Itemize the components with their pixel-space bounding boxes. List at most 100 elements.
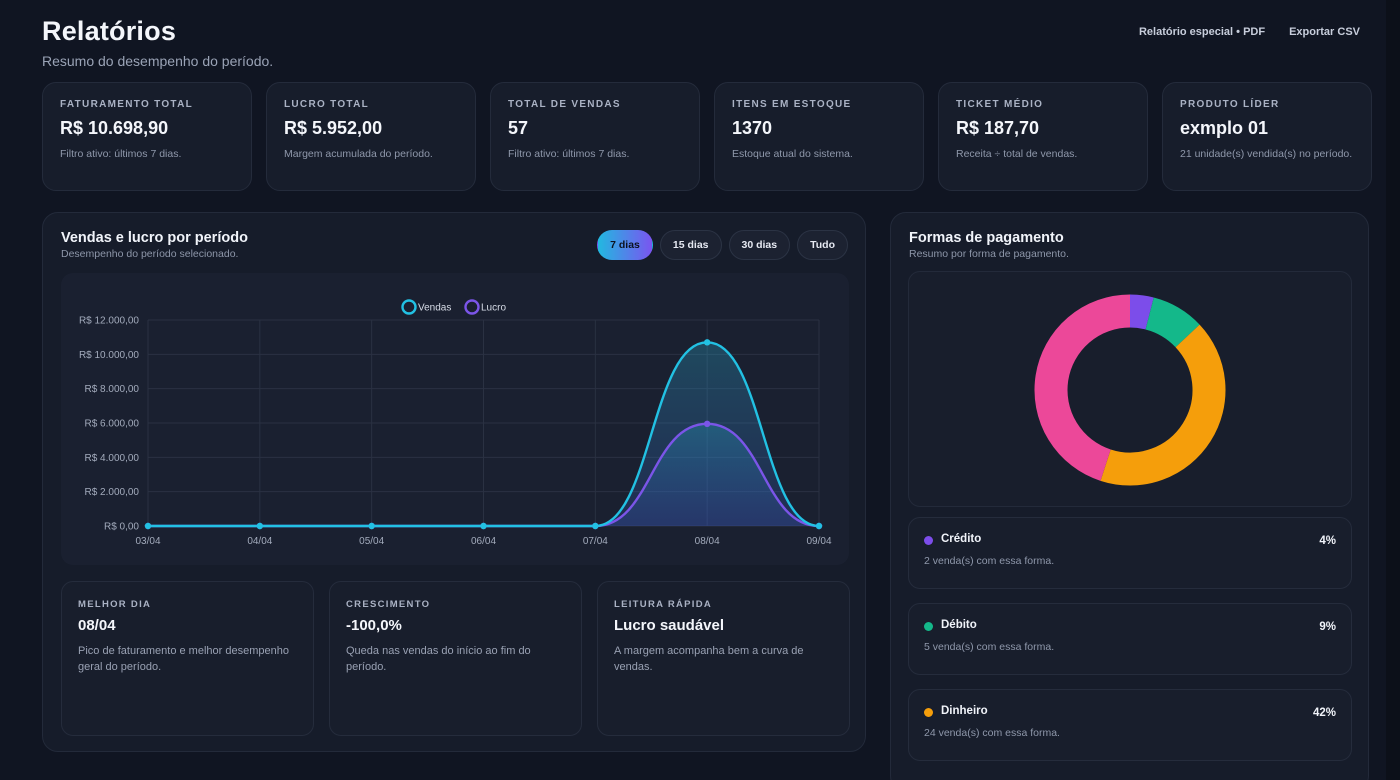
insight-note: Pico de faturamento e melhor desempenho … (78, 645, 289, 673)
data-point-vendas (256, 522, 264, 530)
data-point-lucro (703, 420, 711, 428)
stat-card-avg-ticket: TICKET MÉDIO R$ 187,70 Receita ÷ total d… (938, 82, 1148, 191)
stat-note: 21 unidade(s) vendida(s) no período. (1180, 148, 1353, 160)
x-tick-label: 05/04 (359, 536, 384, 547)
payment-note: 2 venda(s) com essa forma. (924, 555, 1055, 567)
x-tick-label: 04/04 (247, 536, 272, 547)
donut-slice-crédito (1129, 294, 1154, 330)
data-point-vendas (703, 339, 711, 346)
data-point-vendas (480, 522, 487, 530)
stat-value: 1370 (732, 118, 773, 138)
range-7-days-button[interactable]: 7 dias (597, 230, 653, 260)
sales-chart: R$ 0,00 R$ 2.000,00 R$ 4.000,00 R$ 6.000,00… (61, 273, 849, 565)
panel-subtitle: Desempenho do período selecionado. (61, 248, 239, 260)
y-tick-label: R$ 10.000,00 (79, 350, 139, 361)
payment-percent: 4% (1319, 535, 1336, 547)
legend-label: Lucro (481, 303, 506, 314)
window-edge (1386, 0, 1400, 780)
page-title: Relatórios (42, 16, 177, 46)
stat-note: Margem acumulada do período. (284, 148, 433, 160)
range-30-days-button[interactable]: 30 dias (728, 230, 791, 260)
sales-profit-panel: Vendas e lucro por período Desempenho do… (42, 212, 866, 752)
payment-item-debito: Débito 9% 5 venda(s) com essa forma. (908, 603, 1352, 675)
payment-percent: 42% (1312, 707, 1336, 719)
stat-label: PRODUTO LÍDER (1180, 99, 1280, 110)
stat-card-revenue: FATURAMENTO TOTAL R$ 10.698,90 Filtro at… (42, 82, 252, 191)
insight-cards: MELHOR DIA 08/04 Pico de faturamento e m… (61, 581, 850, 736)
stat-label: TOTAL DE VENDAS (508, 99, 621, 110)
insight-note: Queda nas vendas do início ao fim do per… (346, 645, 531, 673)
stat-label: TICKET MÉDIO (956, 99, 1044, 110)
payment-name: Crédito (941, 533, 982, 545)
donut-slice-dinheiro (1100, 324, 1226, 486)
stat-card-sales-count: TOTAL DE VENDAS 57 Filtro ativo: últimos… (490, 82, 700, 191)
payment-note: 24 venda(s) com essa forma. (924, 727, 1060, 739)
stat-card-top-product: PRODUTO LÍDER exmplo 01 21 unidade(s) ve… (1162, 82, 1372, 191)
stat-value: 57 (508, 118, 529, 138)
data-point-vendas (592, 522, 599, 530)
range-selector: 7 dias 15 dias 30 dias Tudo (597, 230, 848, 260)
payment-donut-svg (1034, 294, 1226, 486)
legend-marker (401, 299, 417, 315)
legend-dot (924, 622, 933, 631)
panel-title: Formas de pagamento (909, 230, 1064, 246)
payment-name: Débito (941, 619, 977, 631)
payment-list: Crédito 4% 2 venda(s) com essa forma. Dé… (908, 517, 1352, 775)
insight-value: -100,0% (346, 617, 402, 634)
export-csv-button[interactable]: Exportar CSV (1289, 26, 1360, 38)
page-subtitle: Resumo do desempenho do período. (42, 53, 274, 69)
x-tick-label: 07/04 (583, 536, 608, 547)
range-all-button[interactable]: Tudo (797, 230, 848, 260)
insight-best-day: MELHOR DIA 08/04 Pico de faturamento e m… (61, 581, 314, 736)
payment-name: Dinheiro (941, 705, 988, 717)
y-tick-label: R$ 12.000,00 (79, 316, 139, 327)
legend-dot (924, 708, 933, 717)
payment-donut-chart (908, 271, 1352, 507)
panel-title: Vendas e lucro por período (61, 230, 248, 246)
x-tick-label: 03/04 (135, 536, 160, 547)
insight-label: MELHOR DIA (78, 599, 152, 610)
stat-value: R$ 5.952,00 (284, 118, 383, 138)
header-actions: Relatório especial • PDF Exportar CSV (1139, 24, 1360, 40)
stat-label: LUCRO TOTAL (284, 99, 370, 110)
stat-value: R$ 187,70 (956, 118, 1040, 138)
stat-note: Filtro ativo: últimos 7 dias. (60, 148, 182, 160)
donut-slice-outro (1034, 294, 1131, 481)
y-tick-label: R$ 8.000,00 (85, 384, 140, 395)
y-tick-label: R$ 0,00 (104, 522, 139, 533)
stat-label: ITENS EM ESTOQUE (732, 99, 852, 110)
range-15-days-button[interactable]: 15 dias (659, 230, 722, 260)
legend-marker (464, 299, 480, 315)
x-tick-label: 08/04 (695, 536, 720, 547)
y-tick-label: R$ 2.000,00 (85, 487, 140, 498)
sales-chart-svg: R$ 0,00 R$ 2.000,00 R$ 4.000,00 R$ 6.000,00… (79, 299, 832, 547)
x-tick-label: 06/04 (471, 536, 496, 547)
insight-growth: CRESCIMENTO -100,0% Queda nas vendas do … (329, 581, 582, 736)
stat-card-profit: LUCRO TOTAL R$ 5.952,00 Margem acumulada… (266, 82, 476, 191)
data-point-vendas (144, 522, 152, 530)
insight-label: LEITURA RÁPIDA (614, 599, 713, 610)
donut-slice-débito (1144, 297, 1200, 348)
payment-item-dinheiro: Dinheiro 42% 24 venda(s) com essa forma. (908, 689, 1352, 761)
stat-value: exmplo 01 (1180, 118, 1269, 138)
stat-note: Filtro ativo: últimos 7 dias. (508, 148, 630, 160)
stat-value: R$ 10.698,90 (60, 118, 169, 138)
series-area-lucro (148, 423, 819, 526)
payment-methods-panel: Formas de pagamento Resumo por forma de … (890, 212, 1369, 780)
payment-percent: 9% (1319, 621, 1336, 633)
insight-value: 08/04 (78, 617, 116, 634)
payment-note: 5 venda(s) com essa forma. (924, 641, 1055, 653)
data-point-vendas (815, 522, 823, 530)
y-tick-label: R$ 6.000,00 (85, 419, 140, 430)
payment-item-credito: Crédito 4% 2 venda(s) com essa forma. (908, 517, 1352, 589)
stat-note: Receita ÷ total de vendas. (956, 148, 1078, 160)
legend-dot (924, 536, 933, 545)
series-line-vendas (148, 341, 820, 528)
stat-card-stock: ITENS EM ESTOQUE 1370 Estoque atual do s… (714, 82, 924, 191)
stat-cards: FATURAMENTO TOTAL R$ 10.698,90 Filtro at… (42, 82, 1372, 191)
export-pdf-button[interactable]: Relatório especial • PDF (1138, 26, 1266, 38)
panel-subtitle: Resumo por forma de pagamento. (909, 248, 1069, 260)
legend-label: Vendas (418, 303, 451, 314)
x-tick-label: 09/04 (806, 536, 831, 547)
